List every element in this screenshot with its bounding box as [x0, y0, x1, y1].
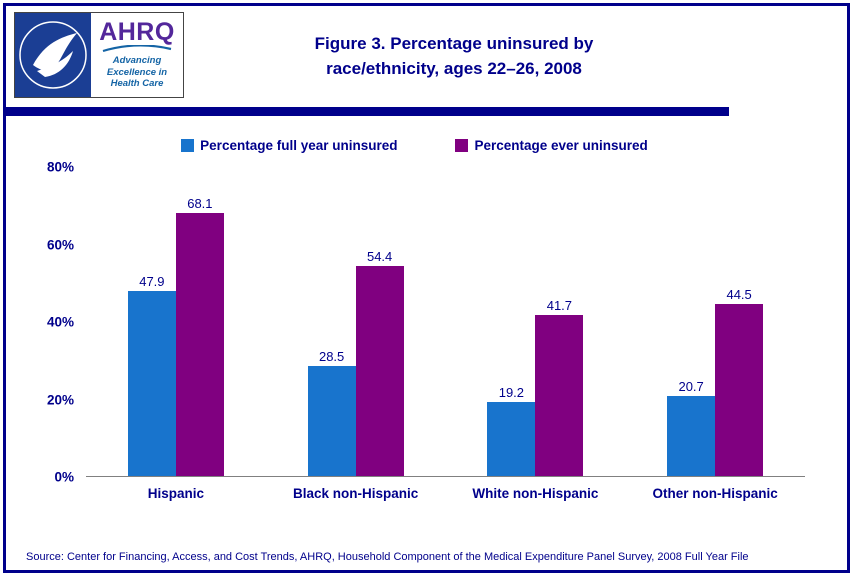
bar-group: 20.7 44.5 — [625, 167, 805, 476]
y-axis-label: 20% — [46, 392, 74, 407]
bar-group: 19.2 41.7 — [446, 167, 626, 476]
title-line-2: race/ethnicity, ages 22–26, 2008 — [326, 59, 582, 78]
bar-group: 47.9 68.1 — [86, 167, 266, 476]
legend-label: Percentage full year uninsured — [200, 138, 398, 153]
legend-label: Percentage ever uninsured — [474, 138, 648, 153]
ahrq-wordmark: AHRQ Advancing Excellence in Health Care — [91, 13, 183, 97]
bar — [355, 265, 404, 476]
bar-value-label: 19.2 — [498, 384, 525, 400]
legend-item: Percentage full year uninsured — [181, 138, 397, 153]
x-axis: Hispanic Black non-Hispanic White non-Hisp… — [86, 477, 805, 501]
y-axis-label: 60% — [46, 237, 74, 252]
tagline-line: Advancing — [112, 55, 162, 67]
ahrq-logo: AHRQ Advancing Excellence in Health Care — [14, 12, 184, 98]
x-axis-category-label: Hispanic — [147, 486, 205, 501]
bar-column: 19.2 — [487, 167, 536, 476]
bar-value-label: 28.5 — [318, 348, 345, 364]
bar-value-label: 54.4 — [366, 248, 393, 264]
legend-item: Percentage ever uninsured — [455, 138, 648, 153]
bar-column: 41.7 — [535, 167, 584, 476]
bar — [667, 396, 716, 476]
bar-value-label: 20.7 — [678, 379, 704, 395]
chart-area: Percentage full year uninsured Percentage… — [6, 116, 847, 551]
bar — [487, 401, 536, 476]
bar-column: 54.4 — [355, 167, 404, 476]
y-axis-label: 80% — [46, 159, 74, 175]
bar-column: 47.9 — [127, 167, 176, 476]
bar-column: 20.7 — [667, 167, 716, 476]
chart-title: Figure 3. Percentage uninsured by race/e… — [184, 12, 839, 102]
y-axis-label: 0% — [54, 469, 74, 485]
page-frame: AHRQ Advancing Excellence in Health Care… — [3, 3, 850, 573]
bar-value-label: 47.9 — [139, 274, 165, 289]
title-line-1: Figure 3. Percentage uninsured by — [314, 34, 594, 54]
plot-row: 0% 20% 40% 60% 80% 47.9 68.1 28.5 54.4 19.2 41.7 2… — [24, 160, 805, 485]
bar-column: 68.1 — [175, 167, 224, 476]
bar-column: 28.5 — [307, 167, 356, 476]
ahrq-text: AHRQ — [99, 18, 175, 47]
y-axis: 0% 20% 40% 60% 80% — [24, 160, 86, 485]
legend-swatch-icon — [455, 139, 469, 152]
plot-area: 47.9 68.1 28.5 54.4 19.2 41.7 20.7 44.5 — [86, 167, 805, 477]
bar-column: 44.5 — [715, 167, 764, 476]
bar — [127, 291, 176, 476]
bar-value-label: 41.7 — [546, 297, 573, 313]
bar-value-label: 68.1 — [187, 195, 213, 211]
bar — [535, 314, 584, 476]
ahrq-swoosh-icon — [102, 45, 172, 53]
tagline-line: Excellence in — [106, 66, 168, 78]
bar-value-label: 44.5 — [726, 287, 752, 303]
bar — [175, 212, 224, 476]
x-axis-category-label: White non-Hispanic — [472, 486, 599, 501]
legend-swatch-icon — [181, 139, 195, 152]
bar-group: 28.5 54.4 — [266, 167, 446, 476]
bar — [715, 304, 764, 476]
bar — [307, 365, 356, 476]
header: AHRQ Advancing Excellence in Health Care… — [6, 6, 847, 102]
tagline-line: Health Care — [110, 78, 164, 90]
x-axis-category-label: Black non-Hispanic — [292, 486, 419, 501]
ahrq-tagline: Advancing Excellence in Health Care — [107, 55, 167, 89]
header-divider — [6, 107, 730, 116]
chart-legend: Percentage full year uninsured Percentage… — [24, 138, 805, 153]
x-axis-category-label: Other non-Hispanic — [652, 486, 778, 501]
hhs-seal-icon — [15, 13, 91, 97]
source-note: Source: Center for Financing, Access, an… — [26, 551, 749, 563]
y-axis-label: 40% — [46, 314, 74, 330]
